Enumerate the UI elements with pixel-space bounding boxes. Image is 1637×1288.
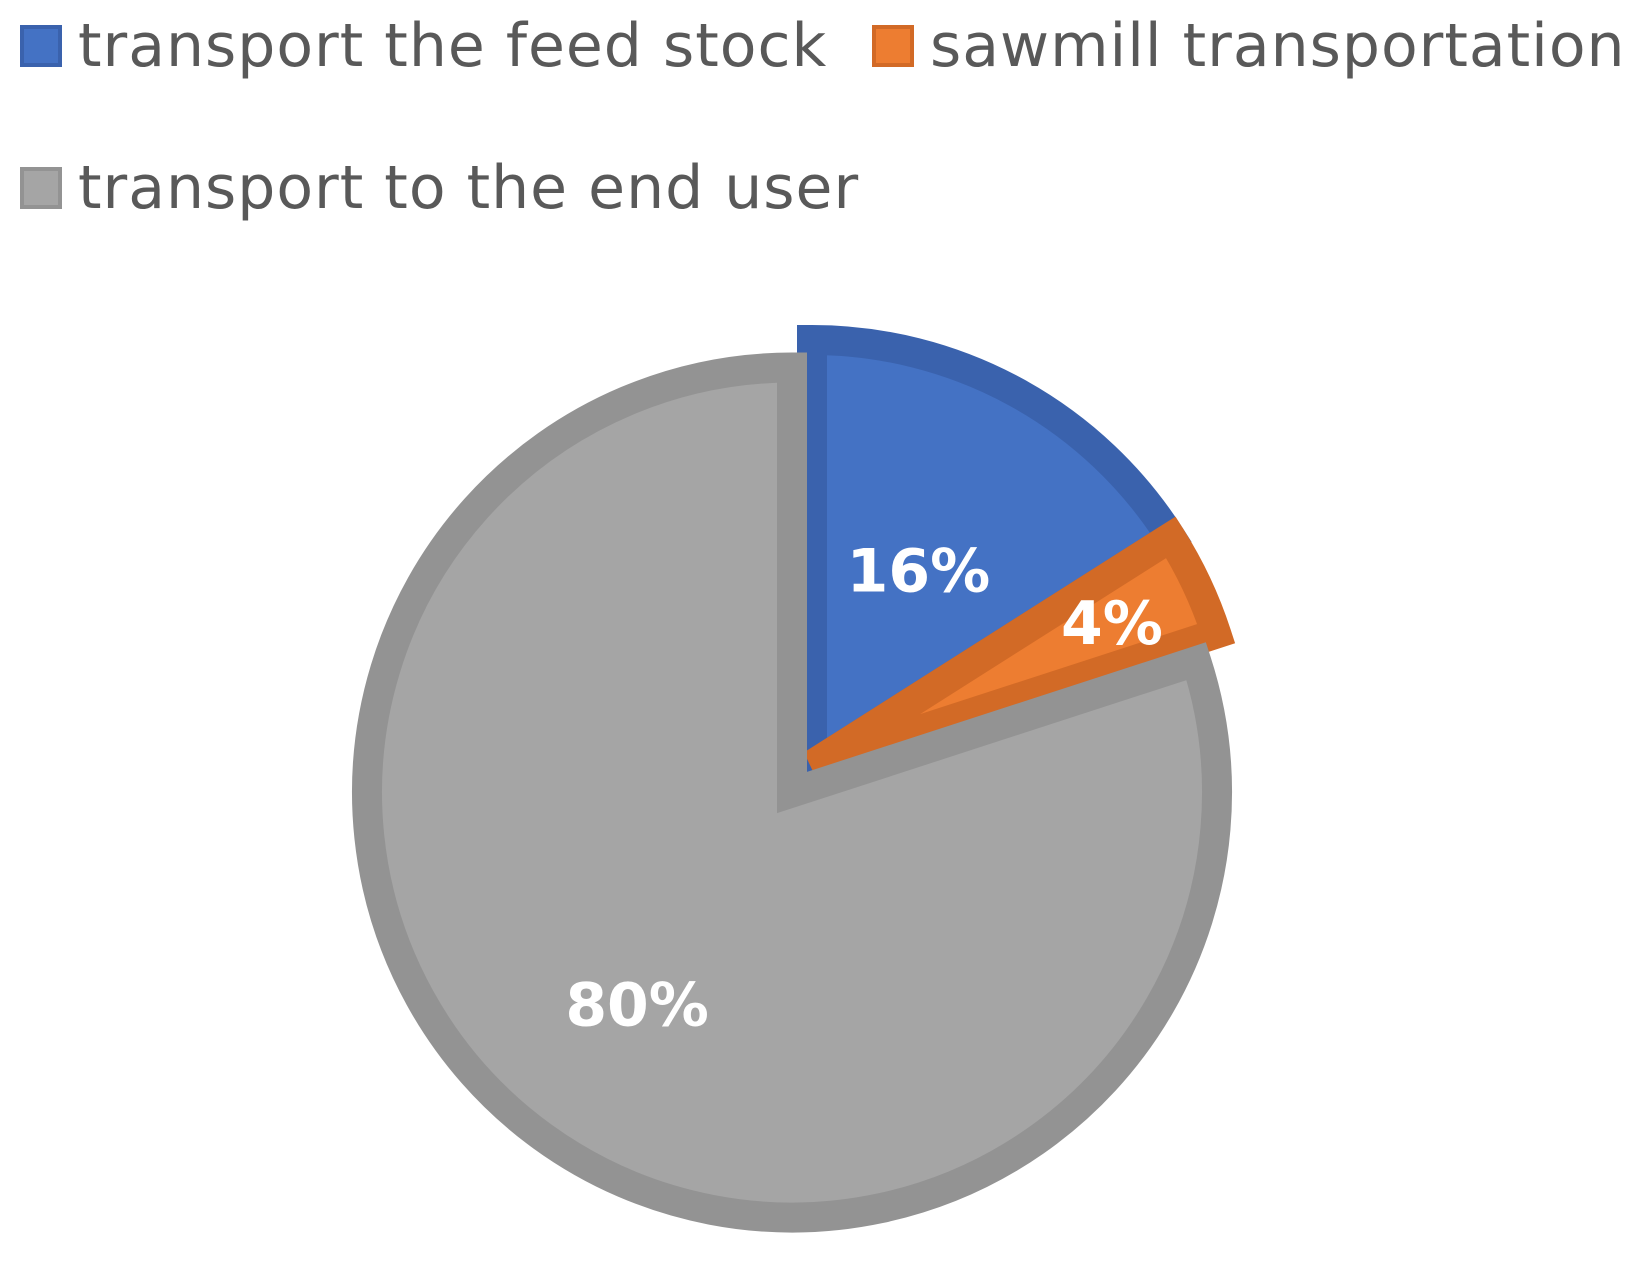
data-label-sawmill-transportation: 4% bbox=[1061, 589, 1163, 659]
legend-label-end-user: transport to the end user bbox=[78, 153, 860, 223]
pie-slice-transport-the-feed-stock bbox=[797, 324, 1192, 793]
data-label-transport-the-feed-stock: 16% bbox=[847, 536, 991, 606]
legend-item-end-user: transport to the end user bbox=[20, 158, 859, 218]
legend-label-feed-stock: transport the feed stock bbox=[78, 11, 828, 81]
legend-item-sawmill: sawmill transportation bbox=[872, 16, 1626, 76]
legend-item-feed-stock: transport the feed stock bbox=[20, 16, 827, 76]
legend-swatch-sawmill bbox=[872, 25, 914, 67]
legend-label-sawmill: sawmill transportation bbox=[930, 11, 1626, 81]
pie-slice-transport-to-the-end-user bbox=[352, 352, 1232, 1233]
legend-swatch-end-user bbox=[20, 167, 62, 209]
pie-slices bbox=[352, 324, 1236, 1233]
pie-slice-sawmill-transportation bbox=[803, 516, 1236, 780]
data-label-transport-to-the-end-user: 80% bbox=[565, 971, 709, 1041]
pie-data-labels: 16% 4% 80% bbox=[565, 536, 1163, 1040]
legend-swatch-feed-stock bbox=[20, 25, 62, 67]
